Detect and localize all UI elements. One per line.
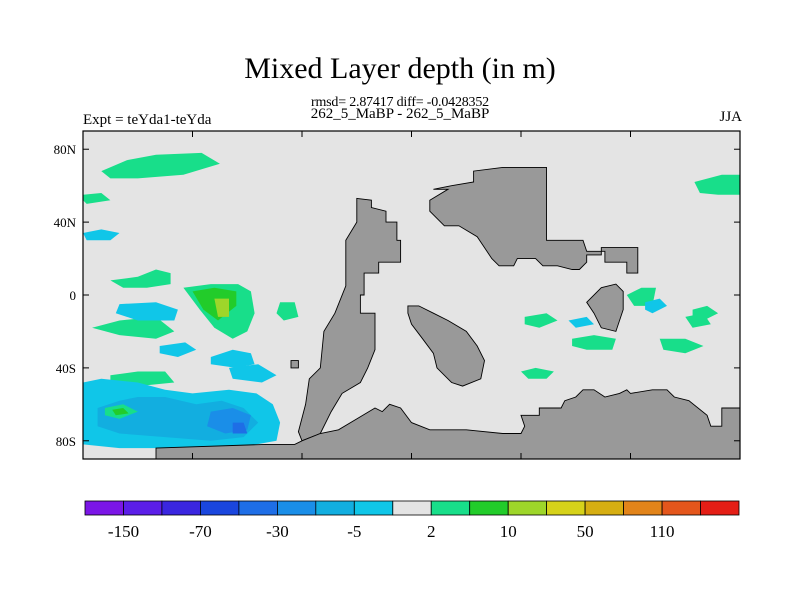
colorbar-label-2: -30 [266,522,289,541]
colorbar-box-15 [661,500,701,516]
field-patch-23 [645,298,667,314]
colorbar-label-1: -70 [189,522,212,541]
field-patch-0 [101,152,220,179]
field-patch-29 [112,408,129,416]
experiment-label: Expt = teYda1-teYda [83,112,212,128]
y-tick-label-1: 40N [54,215,77,230]
field-patch-22 [159,342,197,357]
chart-title: Mixed Layer depth (in m) [244,52,556,85]
field-patch-6 [276,302,299,321]
field-patch-10 [521,367,554,379]
colorbar-box-9 [430,500,471,516]
colorbar-label-7: 110 [650,522,675,541]
colorbar-box-11 [507,500,548,516]
x-tick-label-3: 0 [408,469,415,470]
colorbar-box-14 [623,500,663,516]
y-tick-label-0: 80N [54,142,77,157]
axes: 180 120W 60W 0 60E 120E 180 80N 40N 0 40S 80S [54,131,750,470]
field-patch-9 [572,335,616,350]
x-tick-label-6: 180 [730,469,750,470]
colorbar-box-16 [700,500,740,516]
x-tick-label-0: 180 [73,469,93,470]
colorbar-box-2 [161,500,201,516]
field-patch-19 [210,349,255,368]
field-patch-14 [685,313,711,328]
colorbar-label-3: -5 [347,522,361,541]
season-label: JJA [719,109,742,125]
land-mass-2 [429,166,639,274]
colorbar-box-7 [353,500,394,516]
colorbar-label-4: 2 [427,522,436,541]
colorbar-box-0 [84,500,124,516]
land-mass-3 [407,305,485,387]
colorbar-box-10 [469,500,509,516]
field-patch-13 [659,338,704,354]
y-tick-label-2: 0 [70,288,77,303]
field-patch-27 [232,422,248,434]
field-patch-2 [694,174,740,195]
colorbar-label-6: 50 [577,522,594,541]
map-plot: 180 120W 60W 0 60E 120E 180 80N 40N 0 40S 80S [54,130,750,470]
land-mass-1 [155,389,740,459]
stats-line: rmsd= 2.87417 diff= -0.0428352 [311,95,489,110]
colorbar-box-8 [392,500,432,516]
colorbar-box-4 [238,500,278,516]
land-layer [155,166,740,459]
chart-subtitle: 262_5_MaBP - 262_5_MaBP [310,106,490,122]
colorbar-box-5 [276,500,317,516]
land-mass-0 [297,197,402,442]
field-patch-1 [83,193,111,204]
field-patch-11 [626,287,656,306]
colorbar-box-1 [123,500,163,516]
x-tick-label-5: 120E [617,469,645,470]
field-patch-3 [110,269,171,288]
field-patch-20 [83,229,120,241]
field-patch-21 [229,364,277,383]
x-tick-label-4: 60E [511,469,532,470]
colorbar-box-12 [546,500,586,516]
field-patch-24 [568,316,594,328]
colorbar-box-6 [315,500,355,516]
field-patch-16 [214,298,229,317]
field-patch-4 [92,316,175,339]
y-tick-label-3: 40S [56,361,76,376]
land-mass-5 [290,360,299,369]
y-tick-label-4: 80S [56,434,76,449]
x-tick-label-1: 120W [177,469,210,470]
field-patch-8 [524,313,558,328]
field-patch-18 [115,302,178,321]
colorbar-box-3 [199,500,240,516]
land-mass-4 [586,283,624,332]
colorbar-box-13 [584,500,624,516]
field-patch-30 [83,448,156,459]
colorbar-label-0: -150 [108,522,139,541]
x-tick-label-2: 60W [289,469,315,470]
colorbar-label-5: 10 [500,522,517,541]
field-layer [83,152,740,459]
